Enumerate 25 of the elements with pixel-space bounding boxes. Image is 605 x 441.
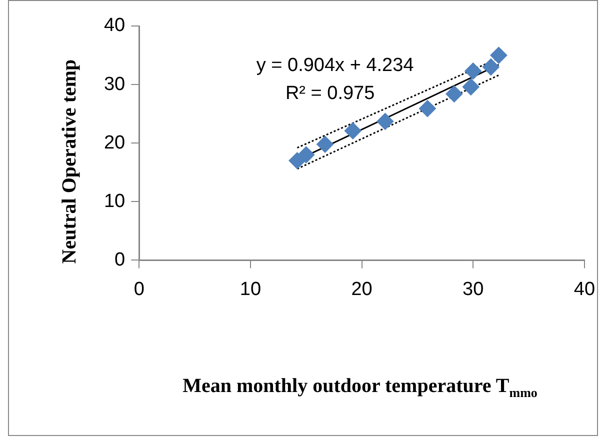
x-tick-label: 30	[462, 278, 484, 300]
point	[418, 100, 436, 118]
annotation: y = 0.904x + 4.234	[256, 55, 414, 76]
y-tick-label: 30	[104, 74, 126, 95]
y-tick-label: 40	[104, 15, 126, 36]
point	[316, 136, 334, 153]
y-tick-label: 20	[104, 132, 126, 154]
x-tick-label: 20	[351, 278, 372, 300]
x-axis-title: Mean monthly outdoor temperature T$_{mmo}$	[182, 374, 538, 402]
x-tick-label: 10	[240, 278, 262, 300]
y-tick-label: 0	[114, 249, 126, 270]
point	[288, 152, 306, 170]
y-axis-title: Neutral Operative temp	[58, 58, 82, 266]
point	[298, 146, 315, 164]
y-tick-label: 10	[104, 190, 126, 212]
point	[490, 46, 508, 64]
point	[376, 112, 394, 130]
annotation: R² = 0.975	[285, 83, 375, 104]
x-tick-label: 40	[574, 278, 596, 300]
point	[482, 58, 500, 76]
point	[464, 62, 482, 80]
point	[344, 122, 362, 140]
point	[446, 85, 463, 102]
x-tick-label: 0	[134, 278, 144, 300]
point	[462, 78, 480, 96]
